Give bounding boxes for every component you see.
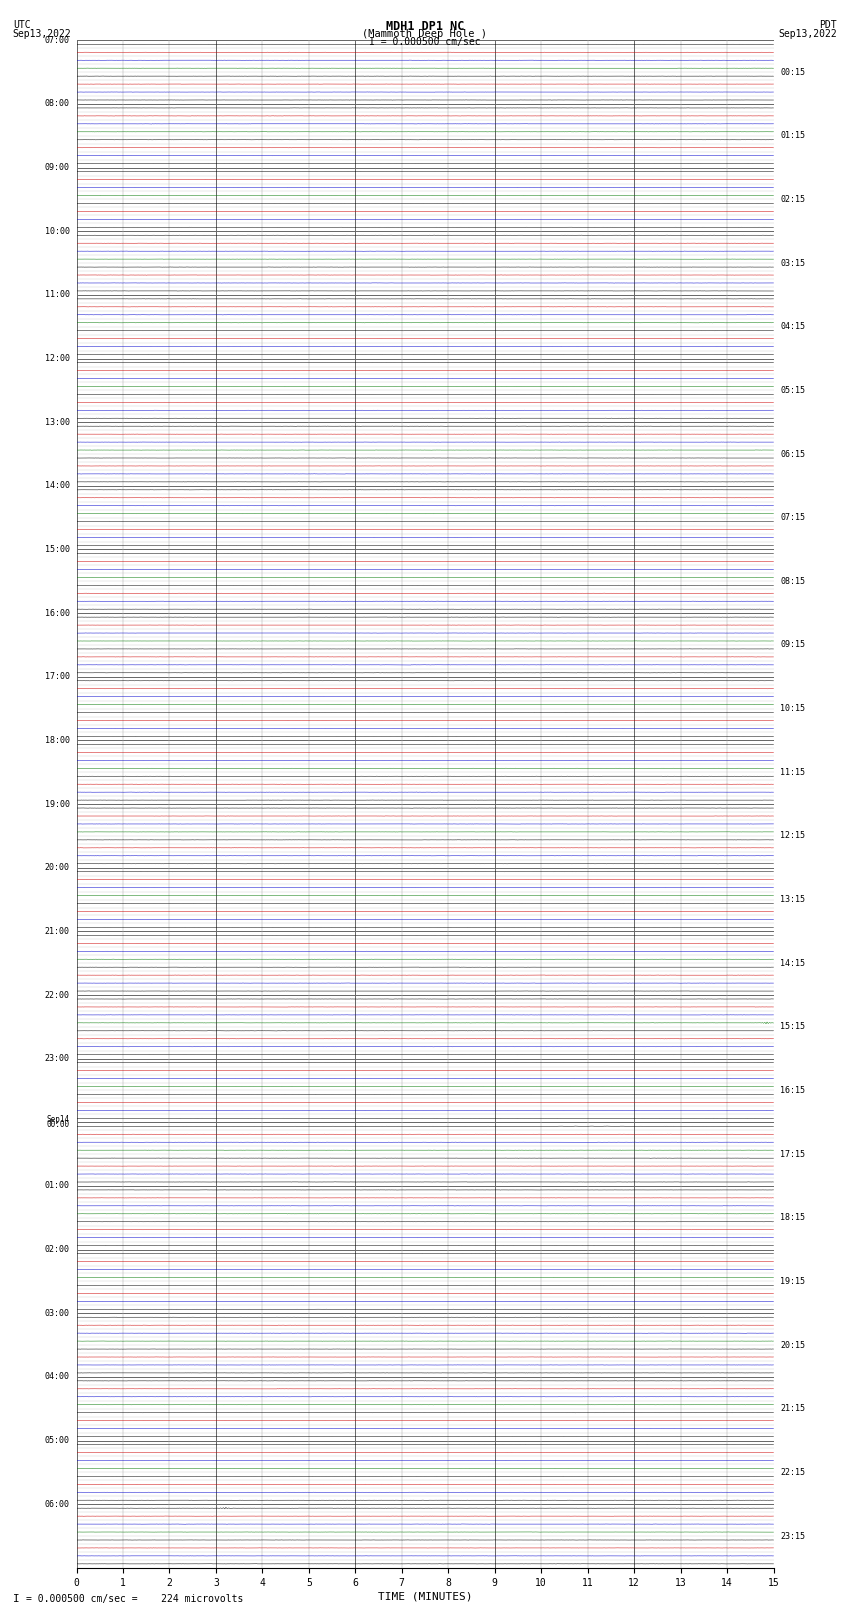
Text: MDH1 DP1 NC: MDH1 DP1 NC (386, 19, 464, 34)
Text: 15:00: 15:00 (44, 545, 70, 553)
Text: 08:15: 08:15 (780, 577, 806, 586)
Text: 15:15: 15:15 (780, 1023, 806, 1031)
Text: 12:15: 12:15 (780, 831, 806, 840)
Text: 14:15: 14:15 (780, 958, 806, 968)
Text: 17:00: 17:00 (44, 673, 70, 681)
Text: 17:15: 17:15 (780, 1150, 806, 1158)
Text: 11:00: 11:00 (44, 290, 70, 300)
Text: UTC: UTC (13, 19, 31, 31)
Text: 22:15: 22:15 (780, 1468, 806, 1478)
Text: 16:00: 16:00 (44, 608, 70, 618)
Text: 20:15: 20:15 (780, 1340, 806, 1350)
Text: 00:15: 00:15 (780, 68, 806, 77)
Text: 02:00: 02:00 (44, 1245, 70, 1253)
Text: 10:00: 10:00 (44, 227, 70, 235)
Text: 13:15: 13:15 (780, 895, 806, 903)
Text: 13:00: 13:00 (44, 418, 70, 427)
Text: 02:15: 02:15 (780, 195, 806, 203)
Text: 18:00: 18:00 (44, 736, 70, 745)
Text: 21:15: 21:15 (780, 1405, 806, 1413)
Text: 06:00: 06:00 (44, 1500, 70, 1508)
Text: Sep13,2022: Sep13,2022 (13, 29, 71, 39)
Text: 16:15: 16:15 (780, 1086, 806, 1095)
Text: 23:15: 23:15 (780, 1531, 806, 1540)
Text: 03:00: 03:00 (44, 1308, 70, 1318)
Text: 04:00: 04:00 (44, 1373, 70, 1381)
Text: 05:00: 05:00 (44, 1436, 70, 1445)
X-axis label: TIME (MINUTES): TIME (MINUTES) (377, 1592, 473, 1602)
Text: Sep13,2022: Sep13,2022 (779, 29, 837, 39)
Text: 09:00: 09:00 (44, 163, 70, 173)
Text: 06:15: 06:15 (780, 450, 806, 458)
Text: 03:15: 03:15 (780, 258, 806, 268)
Text: 20:00: 20:00 (44, 863, 70, 873)
Text: 08:00: 08:00 (44, 100, 70, 108)
Text: (Mammoth Deep Hole ): (Mammoth Deep Hole ) (362, 29, 488, 39)
Text: 01:15: 01:15 (780, 131, 806, 140)
Text: 23:00: 23:00 (44, 1055, 70, 1063)
Text: PDT: PDT (819, 19, 837, 31)
Text: 07:00: 07:00 (44, 35, 70, 45)
Text: 21:00: 21:00 (44, 927, 70, 936)
Text: 01:00: 01:00 (44, 1181, 70, 1190)
Text: 19:15: 19:15 (780, 1277, 806, 1286)
Text: 00:00: 00:00 (47, 1119, 70, 1129)
Text: I = 0.000500 cm/sec: I = 0.000500 cm/sec (369, 37, 481, 47)
Text: 05:15: 05:15 (780, 386, 806, 395)
Text: 12:00: 12:00 (44, 355, 70, 363)
Text: = 0.000500 cm/sec =    224 microvolts: = 0.000500 cm/sec = 224 microvolts (26, 1594, 243, 1603)
Text: Sep14: Sep14 (47, 1116, 70, 1124)
Text: 22:00: 22:00 (44, 990, 70, 1000)
Text: 18:15: 18:15 (780, 1213, 806, 1223)
Text: 04:15: 04:15 (780, 323, 806, 331)
Text: 14:00: 14:00 (44, 481, 70, 490)
Text: 19:00: 19:00 (44, 800, 70, 808)
Text: 07:15: 07:15 (780, 513, 806, 523)
Text: 09:15: 09:15 (780, 640, 806, 650)
Text: 10:15: 10:15 (780, 705, 806, 713)
Text: I: I (13, 1594, 20, 1603)
Text: 11:15: 11:15 (780, 768, 806, 777)
